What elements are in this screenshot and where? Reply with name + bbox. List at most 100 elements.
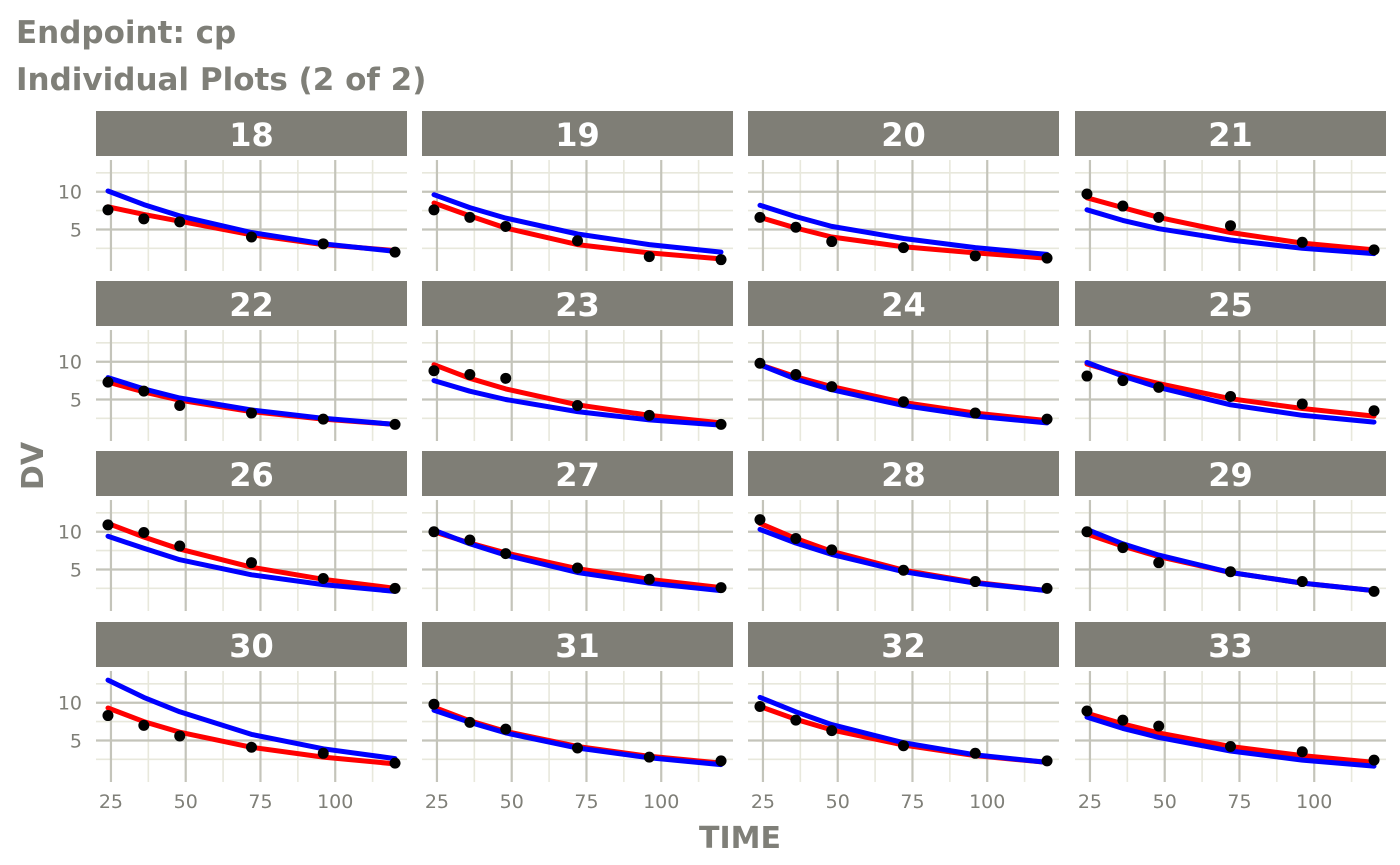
observed-point — [790, 714, 802, 726]
pred-line — [757, 362, 1050, 424]
x-tick-label: 75 — [900, 791, 924, 813]
observed-point — [969, 407, 981, 419]
facet-strip-label: 32 — [881, 627, 926, 665]
x-tick-label: 100 — [1296, 791, 1332, 813]
ipred-line — [1084, 526, 1377, 594]
observed-point — [389, 246, 401, 258]
facet-strip-label: 23 — [555, 286, 600, 324]
facet-panel-24: 24 — [748, 281, 1059, 441]
facet-strip-label: 20 — [881, 116, 926, 154]
observed-point — [1041, 252, 1053, 264]
facet-panel-22: 22 5 10 — [58, 281, 407, 441]
observed-point — [1368, 244, 1380, 256]
ipred-line — [105, 375, 398, 427]
y-axis-title: DV — [16, 441, 51, 490]
observed-point — [1296, 746, 1308, 758]
observed-point — [1225, 566, 1236, 578]
observed-point — [500, 372, 512, 384]
observed-point — [1368, 405, 1380, 417]
facet-strip-label: 26 — [229, 456, 274, 494]
facet-strip-label: 22 — [229, 286, 274, 324]
x-tick-label: 100 — [969, 791, 1005, 813]
observed-point — [969, 747, 981, 759]
facet-panel-26: 26 5 10 — [58, 451, 407, 611]
facet-strip — [96, 111, 407, 156]
observed-point — [1225, 741, 1236, 753]
ipred-line — [105, 677, 398, 762]
x-tick-label: 25 — [99, 791, 123, 813]
observed-point — [464, 211, 476, 223]
x-axis-title: TIME — [699, 821, 781, 856]
observed-point — [754, 700, 766, 712]
observed-point — [1041, 755, 1053, 767]
observed-point — [572, 400, 583, 412]
facet-strip — [748, 451, 1059, 496]
observed-point — [826, 544, 838, 556]
pred-line — [1084, 361, 1377, 419]
facet-panel-18: 18 5 10 — [58, 111, 407, 271]
facet-strip — [1075, 622, 1386, 667]
observed-point — [1081, 705, 1093, 717]
y-tick-label: 5 — [70, 219, 82, 241]
facet-strip — [1075, 111, 1386, 156]
observed-point — [464, 369, 476, 381]
pred-line — [431, 529, 724, 591]
observed-point — [389, 757, 401, 769]
pred-line — [1084, 531, 1377, 594]
facet-panel-21: 21 — [1075, 111, 1386, 271]
observed-point — [102, 710, 114, 722]
observed-point — [174, 540, 186, 552]
observed-point — [246, 231, 257, 243]
x-tick-label: 50 — [1153, 791, 1177, 813]
facet-strip — [422, 622, 733, 667]
observed-point — [428, 526, 440, 538]
y-tick-label: 10 — [58, 352, 82, 374]
observed-point — [317, 238, 329, 250]
observed-point — [1041, 582, 1053, 594]
observed-point — [754, 514, 766, 526]
x-tick-label: 25 — [425, 791, 449, 813]
ipred-line — [757, 694, 1050, 765]
observed-point — [428, 365, 440, 377]
observed-point — [1041, 413, 1053, 425]
facet-strip — [96, 281, 407, 326]
ipred-line — [105, 188, 398, 254]
ipred-line — [431, 378, 724, 428]
observed-point — [754, 211, 766, 223]
observed-point — [500, 548, 512, 560]
observed-point — [1117, 200, 1129, 212]
x-tick-label: 100 — [643, 791, 679, 813]
facet-panel-29: 29 — [1075, 451, 1386, 611]
observed-point — [138, 719, 150, 731]
observed-point — [464, 716, 476, 728]
observed-point — [389, 418, 401, 430]
facet-strip-label: 24 — [881, 286, 926, 324]
y-tick-label: 5 — [70, 389, 82, 411]
observed-point — [826, 725, 838, 737]
observed-point — [1153, 211, 1165, 223]
facet-strip-label: 19 — [555, 116, 600, 154]
ipred-line — [1084, 360, 1377, 425]
chart-subtitle: Individual Plots (2 of 2) — [16, 62, 426, 98]
observed-point — [1081, 188, 1093, 200]
pred-line — [1084, 195, 1377, 253]
observed-point — [898, 740, 909, 752]
observed-point — [389, 582, 401, 594]
ipred-line — [757, 202, 1050, 257]
observed-point — [102, 204, 114, 216]
observed-point — [500, 723, 512, 735]
observed-point — [317, 413, 329, 425]
observed-point — [1296, 576, 1308, 588]
pred-line — [431, 704, 724, 766]
x-tick-label: 50 — [826, 791, 850, 813]
facet-panel-20: 20 — [748, 111, 1059, 271]
x-tick-label: 75 — [574, 791, 598, 813]
observed-point — [1225, 390, 1236, 402]
observed-point — [572, 562, 583, 574]
observed-point — [754, 357, 766, 369]
observed-point — [1117, 375, 1129, 387]
pred-line — [757, 214, 1050, 261]
facet-strip-label: 30 — [229, 627, 274, 665]
ipred-line — [1084, 207, 1377, 257]
ipred-line — [431, 192, 724, 255]
